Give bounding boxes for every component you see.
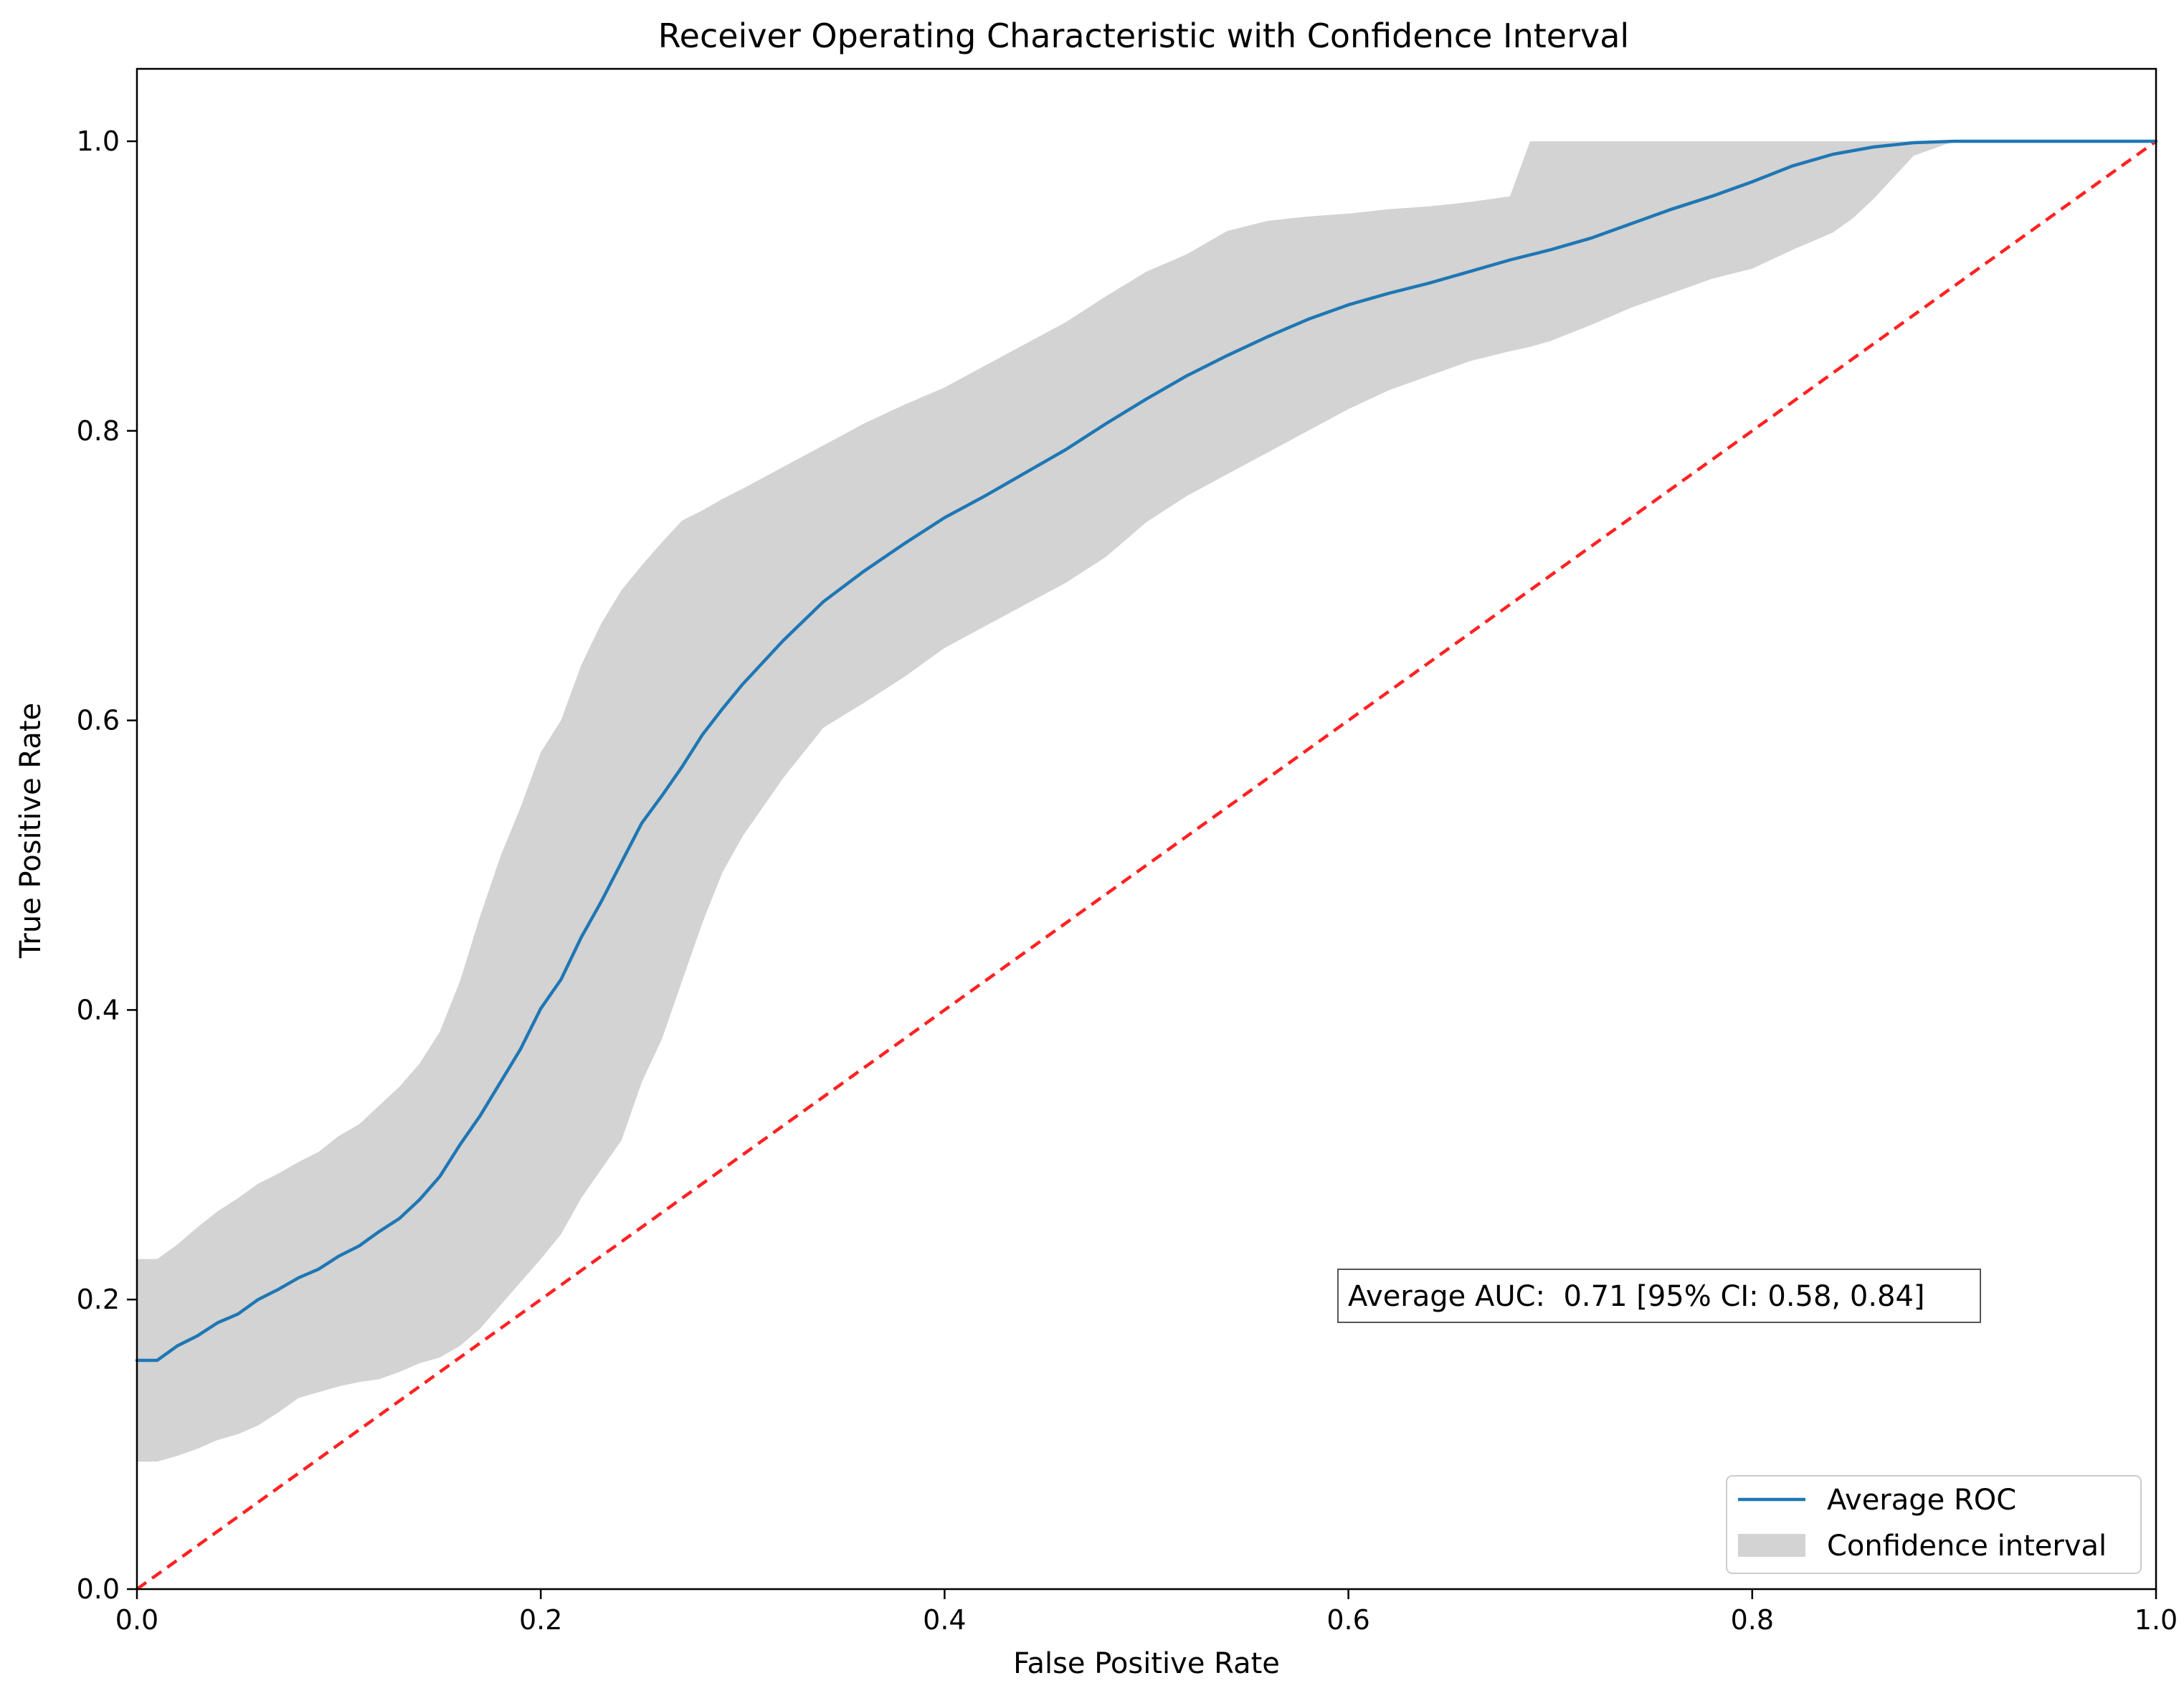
x-tick-label: 0.4 <box>923 1604 966 1636</box>
y-tick-label: 0.4 <box>77 994 120 1025</box>
y-axis-ticks: 0.0 0.2 0.4 0.6 0.8 1.0 <box>77 125 137 1605</box>
x-tick-label: 1.0 <box>2135 1604 2178 1636</box>
y-tick-label: 0.0 <box>77 1573 120 1605</box>
legend-confidence-interval-swatch <box>1738 1534 1805 1557</box>
x-tick-label: 0.0 <box>115 1604 158 1636</box>
auc-annotation: Average AUC: 0.71 [95% CI: 0.58, 0.84] <box>1337 1269 1981 1323</box>
auc-annotation-text: Average AUC: 0.71 [95% CI: 0.58, 0.84] <box>1348 1280 1925 1313</box>
confidence-interval-band <box>137 141 2156 1462</box>
y-tick-label: 0.6 <box>77 705 120 736</box>
plot-area <box>135 139 2158 1591</box>
x-axis-label: False Positive Rate <box>1013 1647 1280 1680</box>
x-axis-ticks: 0.0 0.2 0.4 0.6 0.8 1.0 <box>115 1589 2178 1636</box>
legend: Average ROC Confidence interval <box>1726 1475 2142 1574</box>
x-tick-label: 0.8 <box>1731 1604 1774 1636</box>
chance-diagonal-line <box>136 140 2157 1591</box>
legend-frame <box>1726 1475 2142 1574</box>
axes-frame <box>136 67 2157 1591</box>
y-axis-label: True Positive Rate <box>14 703 47 959</box>
auc-annotation-box <box>1337 1269 1981 1323</box>
x-tick-label: 0.2 <box>519 1604 562 1636</box>
y-tick-label: 0.2 <box>77 1284 120 1315</box>
y-tick-label: 1.0 <box>77 125 120 157</box>
chart-title: Receiver Operating Characteristic with C… <box>658 16 1629 55</box>
y-tick-label: 0.8 <box>77 415 120 447</box>
legend-confidence-interval-label: Confidence interval <box>1827 1530 2107 1563</box>
x-tick-label: 0.6 <box>1326 1604 1369 1636</box>
average-roc-line <box>135 139 2158 1363</box>
legend-average-roc-label: Average ROC <box>1827 1484 2016 1517</box>
